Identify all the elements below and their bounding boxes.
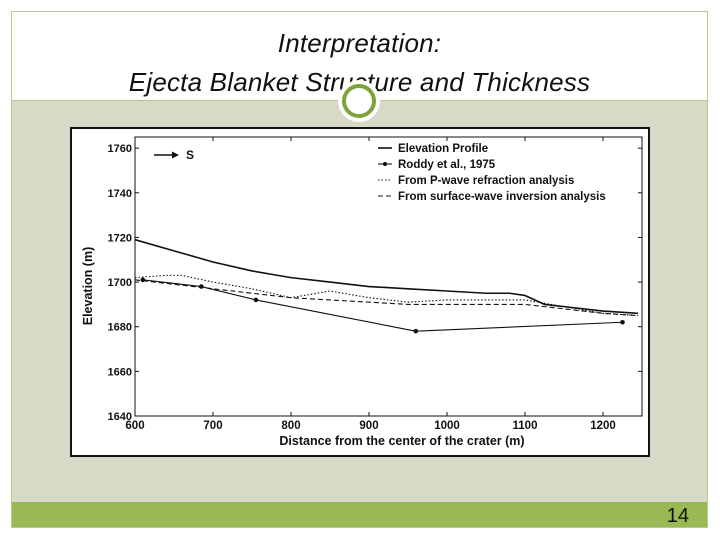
legend-item: From P-wave refraction analysis	[378, 175, 574, 187]
ring-ornament-icon	[338, 80, 380, 122]
legend-marker	[382, 161, 388, 167]
direction-arrow: S	[154, 148, 194, 162]
x-tick-label: 1200	[590, 420, 616, 432]
page-number: 14	[666, 505, 689, 527]
y-tick-label: 1700	[108, 277, 132, 289]
y-tick-label: 1640	[108, 411, 132, 423]
elevation-chart: 600 700 800 900 1000 1100 1200 1640 1660 1680 170…	[81, 136, 643, 448]
series-2	[140, 277, 625, 334]
legend-label: Elevation Profile	[398, 143, 488, 155]
y-axis-label: Elevation (m)	[81, 247, 95, 326]
legend-item: Elevation Profile	[378, 143, 488, 155]
x-tick-label: 900	[359, 420, 378, 432]
series-1	[134, 238, 639, 315]
series-line	[134, 279, 639, 317]
y-tick-label: 1660	[108, 366, 132, 378]
x-tick-label: 1100	[513, 420, 538, 432]
x-tick-label: 700	[203, 420, 222, 432]
legend-item: From surface-wave inversion analysis	[378, 191, 606, 203]
plot-area	[134, 136, 643, 417]
y-tick-label: 1760	[108, 143, 132, 155]
legend-item: Roddy et al., 1975	[378, 159, 496, 171]
ring-icon	[342, 84, 376, 118]
y-tick-label: 1720	[108, 232, 132, 244]
footer-bar: 14	[12, 502, 707, 527]
x-tick-label: 1000	[434, 420, 460, 432]
x-tick-label: 800	[281, 420, 300, 432]
legend-label: Roddy et al., 1975	[398, 159, 496, 171]
y-tick-label: 1680	[108, 322, 132, 334]
series-3	[134, 274, 639, 317]
series-line	[134, 274, 639, 317]
x-axis-label: Distance from the center of the crater (…	[279, 434, 524, 448]
slide-frame	[11, 11, 708, 528]
data-point	[413, 328, 419, 334]
data-point	[253, 297, 259, 303]
x-tick-label: 600	[125, 420, 144, 432]
legend-label: From surface-wave inversion analysis	[398, 191, 606, 203]
series-line	[134, 238, 639, 315]
series-4	[134, 279, 639, 317]
data-point	[620, 319, 625, 325]
direction-label: S	[186, 148, 194, 162]
legend-label: From P-wave refraction analysis	[398, 175, 574, 187]
slide-title-line-1: Interpretation:	[277, 28, 442, 58]
chart-figure: 600 700 800 900 1000 1100 1200 1640 1660 1680 170…	[70, 127, 650, 457]
y-tick-label: 1740	[108, 188, 132, 200]
